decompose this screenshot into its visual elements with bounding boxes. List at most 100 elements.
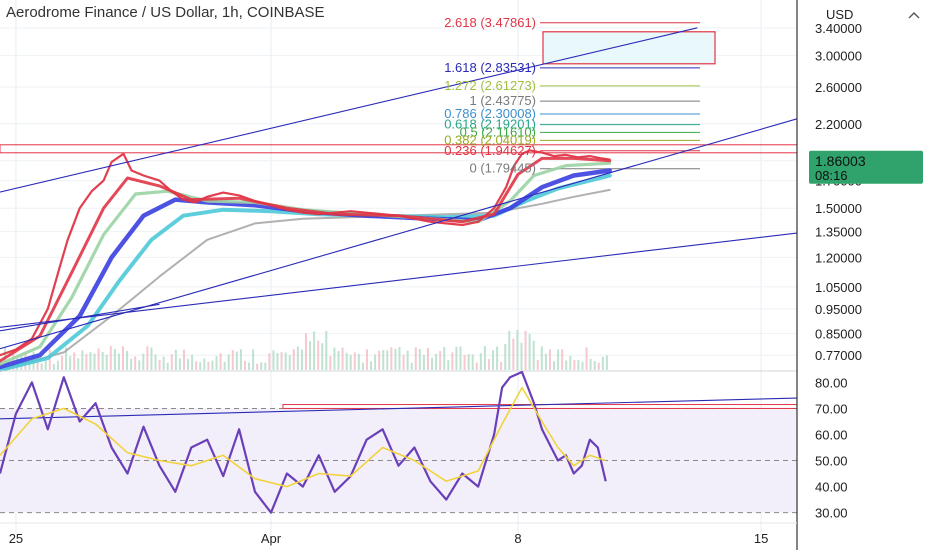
fibonacci-labels: 2.618 (3.47861) 1.618 (2.83531) 1.272 (2.6… <box>444 15 536 176</box>
price-tick-label: 2.60000 <box>815 80 862 95</box>
volume-bar <box>439 351 442 370</box>
rsi-tick-label: 80.00 <box>815 375 848 390</box>
currency-label: USD <box>826 7 853 22</box>
volume-bar <box>252 349 255 370</box>
volume-bar <box>520 342 523 370</box>
price-tick-label: 1.20000 <box>815 250 862 265</box>
volume-bar <box>573 359 576 370</box>
volume-bar <box>121 346 124 370</box>
rsi-pane <box>0 370 798 514</box>
volume-bar <box>418 348 421 370</box>
volume-bar <box>317 340 320 370</box>
volume-bar <box>516 329 519 370</box>
price-tick-label: 0.85000 <box>815 326 862 341</box>
volume-bar <box>207 361 210 370</box>
volume-bar <box>235 351 238 370</box>
price-tick-label: 0.95000 <box>815 302 862 317</box>
volume-bar <box>154 354 157 370</box>
rsi-tick-label: 60.00 <box>815 427 848 442</box>
volume-bar <box>410 362 413 370</box>
fib-label: 0.236 (1.94627) <box>444 143 536 158</box>
volume-bar <box>264 362 267 370</box>
volume-bar <box>581 361 584 370</box>
volume-bar <box>443 346 446 370</box>
fib-label: 0 (1.79445) <box>470 161 537 176</box>
rsi-trendline <box>0 397 798 420</box>
volume-bar <box>540 346 543 370</box>
volume-bar <box>304 333 307 370</box>
volume-bar <box>130 358 133 370</box>
volume-bar <box>248 362 251 370</box>
volume-bar <box>353 352 356 370</box>
volume-bar <box>223 361 226 370</box>
volume-bar <box>361 362 364 370</box>
rsi-tick-label: 30.00 <box>815 506 848 521</box>
volume-bar <box>524 330 527 370</box>
rsi-tick-label: 50.00 <box>815 454 848 469</box>
last-price-badge <box>809 150 923 184</box>
countdown-label: 08:16 <box>815 168 848 183</box>
volume-bar <box>374 354 377 370</box>
volume-bar <box>593 361 596 370</box>
volume-bar <box>479 353 482 370</box>
fibonacci-lines <box>0 22 798 170</box>
volume-bar <box>191 354 194 370</box>
trendlines <box>0 27 798 350</box>
volume-bar <box>565 360 568 370</box>
volume-bar <box>382 349 385 370</box>
price-tick-label: 1.35000 <box>815 224 862 239</box>
volume-bar <box>487 359 490 370</box>
series-ma-long <box>0 188 611 371</box>
volume-bar <box>386 350 389 370</box>
price-tick-label: 3.40000 <box>815 21 862 36</box>
collapse-icon[interactable] <box>908 12 920 19</box>
volume-bar <box>162 356 165 370</box>
volume-bar <box>512 338 515 370</box>
volume-bar <box>260 362 263 370</box>
volume-bar <box>170 354 173 370</box>
volume-bar <box>553 361 556 370</box>
volume-bar <box>195 361 198 370</box>
volume-bar <box>548 349 551 370</box>
volume-bar <box>166 362 169 370</box>
volume-bar <box>174 349 177 370</box>
time-tick-label: 15 <box>754 531 768 546</box>
last-price-value: 1.86003 <box>815 153 866 169</box>
trendline <box>0 232 798 328</box>
volume-bar <box>28 361 31 370</box>
series-rsi-ma <box>0 386 606 488</box>
volume-bar <box>40 363 43 370</box>
fib-label: 0.786 (2.30008) <box>444 106 536 121</box>
volume-bar <box>402 354 405 370</box>
volume-bar <box>370 361 373 370</box>
volume-bar <box>333 347 336 370</box>
time-tick-label: 8 <box>514 531 521 546</box>
volume-bar <box>77 358 80 370</box>
volume-bar <box>569 356 572 370</box>
volume-bar <box>447 360 450 370</box>
volume-bar <box>231 350 234 370</box>
volume-bar <box>126 350 129 370</box>
volume-bar <box>325 330 328 370</box>
time-tick-label: 25 <box>9 531 23 546</box>
volume-bar <box>292 349 295 370</box>
volume-bar <box>73 352 76 370</box>
volume-bar <box>471 354 474 370</box>
volume-bar <box>85 353 88 370</box>
volume-bar <box>284 352 287 370</box>
volume-bar <box>349 354 352 370</box>
volume-bar <box>536 359 539 370</box>
volume-bar <box>113 348 116 370</box>
volume-bar <box>239 349 242 370</box>
volume-bar <box>337 350 340 370</box>
volume-bar <box>557 349 560 370</box>
volume-bar <box>451 352 454 370</box>
volume-bar <box>65 347 68 370</box>
price-series <box>0 149 612 372</box>
volume-bar <box>561 349 564 370</box>
volume-bar <box>272 350 275 370</box>
volume-bar <box>589 359 592 370</box>
volume-bar <box>89 352 92 370</box>
